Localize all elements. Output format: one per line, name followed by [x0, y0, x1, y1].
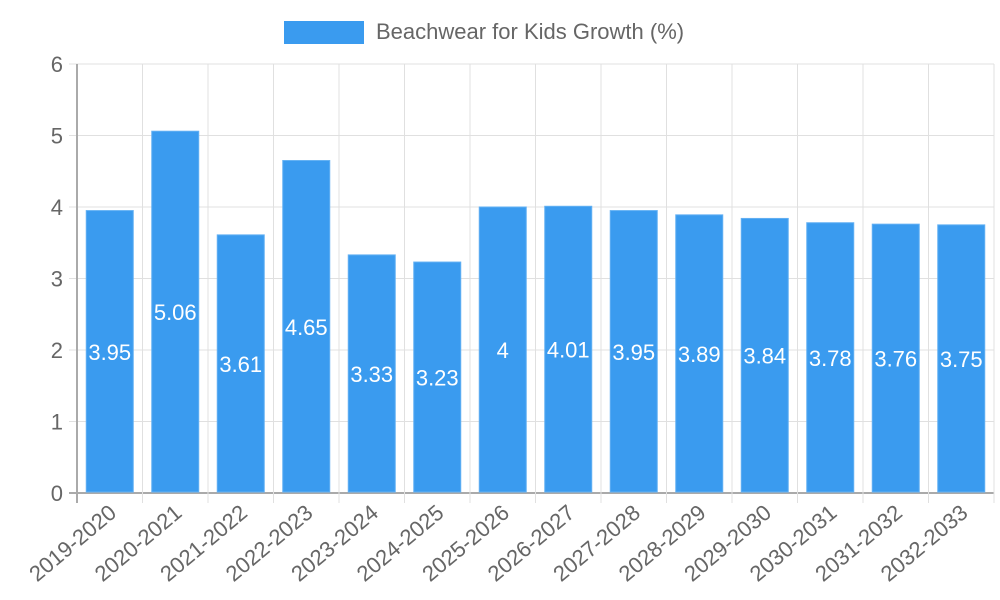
bar-value-label: 3.61: [219, 352, 262, 377]
bar[interactable]: [478, 206, 527, 493]
y-tick-label: 0: [51, 481, 63, 506]
legend-label: Beachwear for Kids Growth (%): [376, 19, 685, 44]
bar[interactable]: [544, 205, 593, 493]
bar[interactable]: [216, 234, 265, 493]
bar[interactable]: [675, 214, 724, 493]
bar-value-label: 3.95: [612, 340, 655, 365]
bar[interactable]: [937, 224, 986, 493]
bar-value-label: 3.76: [874, 347, 917, 372]
bar-value-label: 4.65: [285, 315, 328, 340]
y-tick-label: 6: [51, 52, 63, 77]
bar[interactable]: [347, 254, 396, 493]
bar[interactable]: [282, 160, 331, 493]
bar-value-label: 3.75: [940, 347, 983, 372]
bar[interactable]: [413, 261, 462, 493]
bar-value-label: 3.23: [416, 366, 459, 391]
legend-swatch: [284, 20, 364, 44]
y-tick-label: 2: [51, 338, 63, 363]
bar-value-label: 3.89: [678, 342, 721, 367]
y-tick-label: 3: [51, 267, 63, 292]
bar[interactable]: [151, 130, 200, 493]
bar-value-label: 3.95: [88, 340, 131, 365]
bar-value-label: 5.06: [154, 300, 197, 325]
bar-value-label: 3.78: [809, 346, 852, 371]
bar-value-label: 4: [497, 338, 509, 363]
bar[interactable]: [609, 210, 658, 493]
y-tick-label: 1: [51, 410, 63, 435]
bar[interactable]: [85, 210, 134, 493]
bar[interactable]: [740, 217, 789, 493]
y-tick-label: 5: [51, 124, 63, 149]
y-tick-label: 4: [51, 195, 63, 220]
bar-value-label: 3.33: [350, 362, 393, 387]
bar-value-label: 3.84: [743, 344, 786, 369]
bar-value-label: 4.01: [547, 338, 590, 363]
legend[interactable]: Beachwear for Kids Growth (%): [284, 19, 685, 44]
bar[interactable]: [806, 222, 855, 493]
bar[interactable]: [871, 223, 920, 493]
